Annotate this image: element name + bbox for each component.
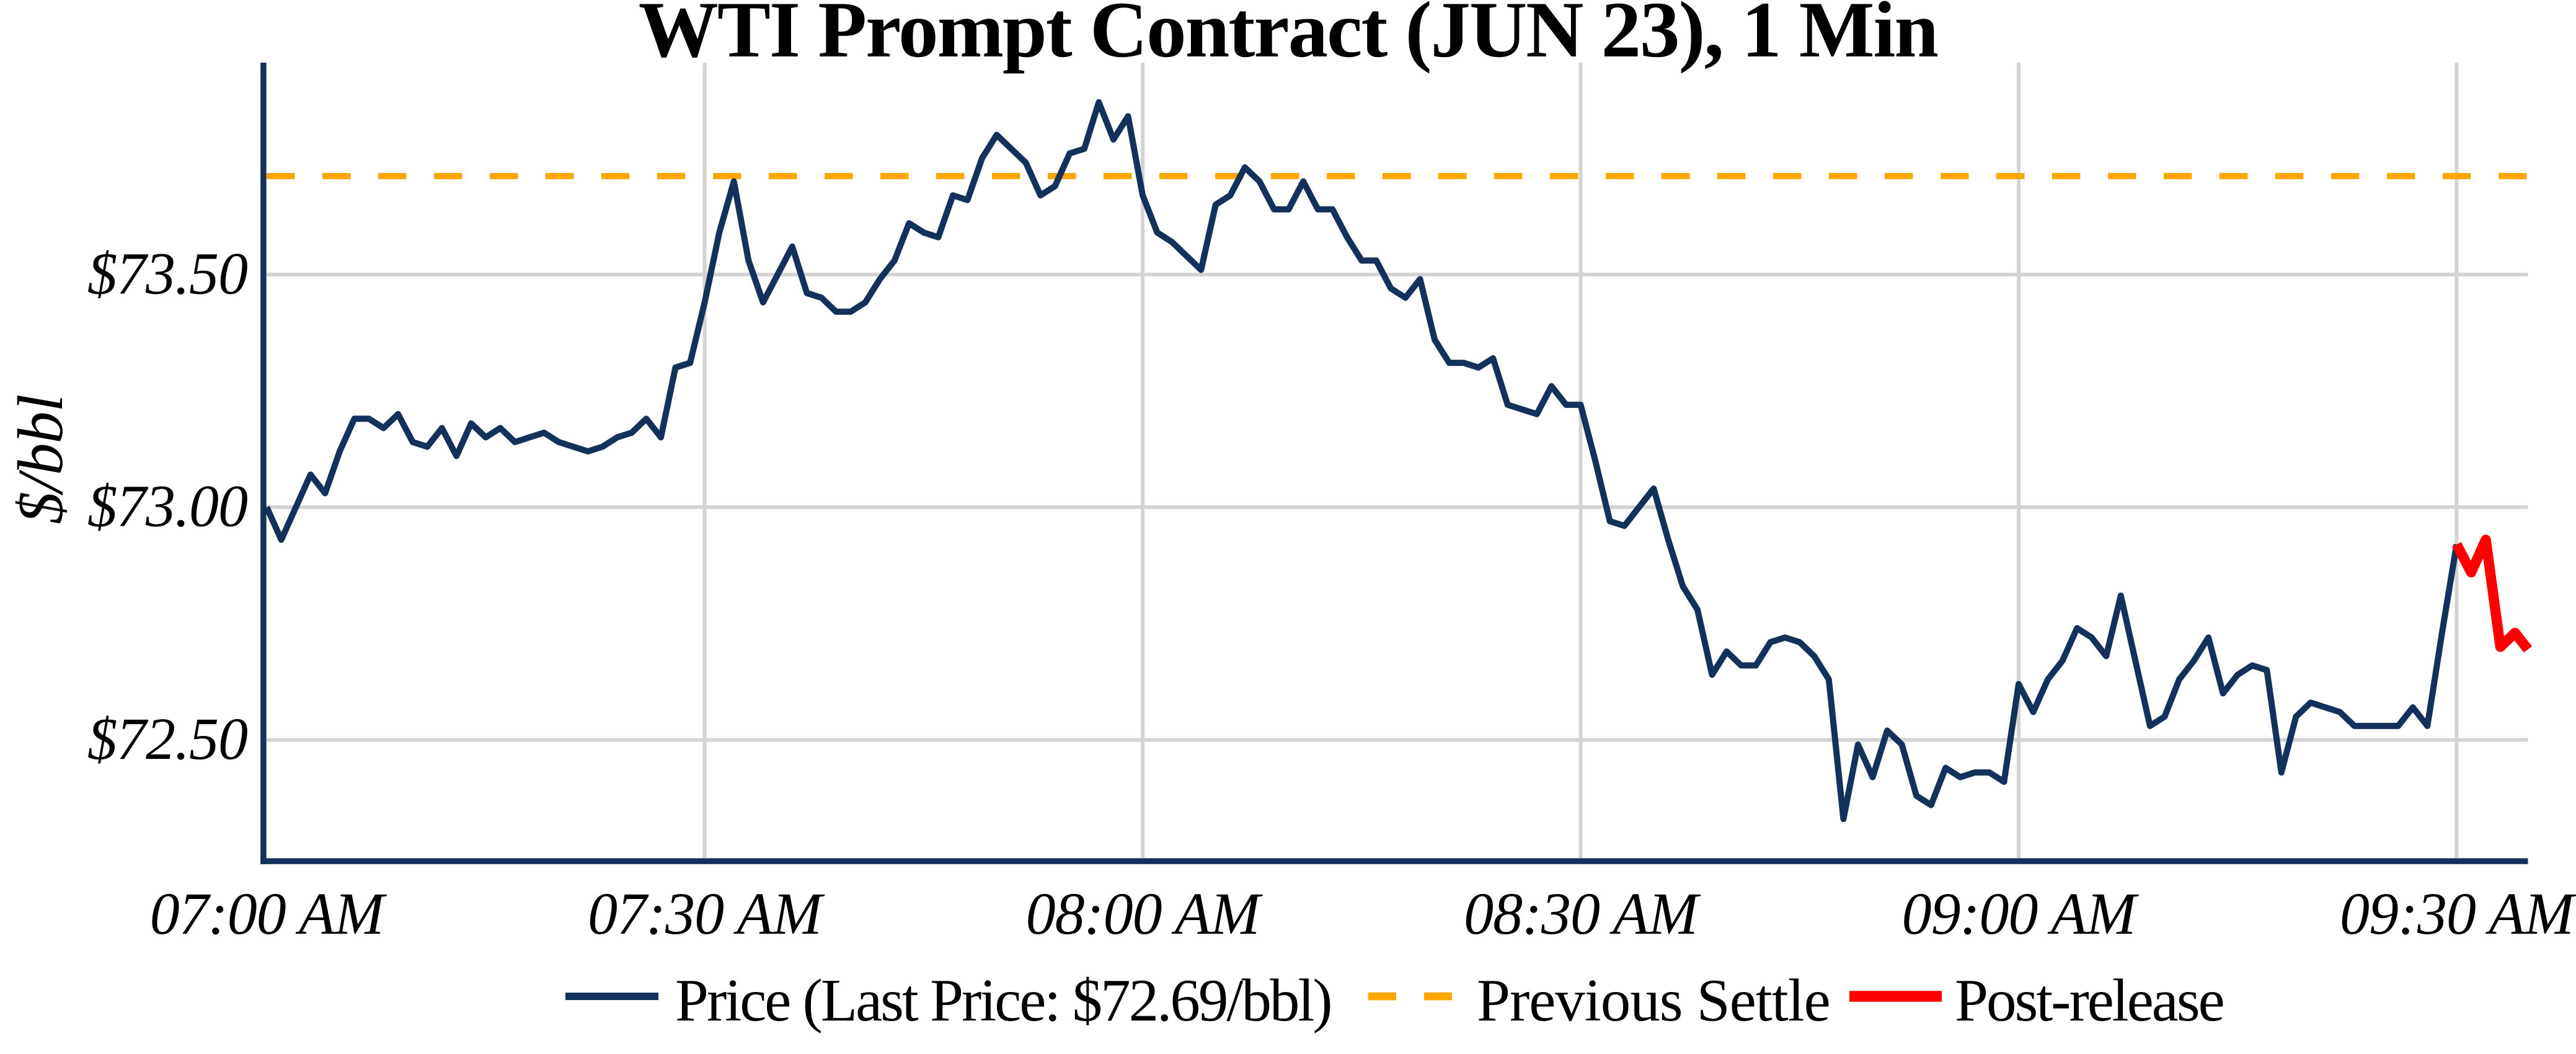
svg-text:08:30 AM: 08:30 AM — [1464, 880, 1701, 947]
svg-text:$73.50: $73.50 — [87, 240, 247, 306]
svg-text:$/bbl: $/bbl — [5, 395, 76, 525]
svg-text:08:00 AM: 08:00 AM — [1026, 880, 1264, 947]
svg-text:Price (Last Price: $72.69/bbl): Price (Last Price: $72.69/bbl) — [675, 967, 1331, 1034]
svg-text:09:30 AM: 09:30 AM — [2340, 880, 2576, 947]
svg-text:09:00 AM: 09:00 AM — [1902, 880, 2140, 947]
svg-text:07:00 AM: 07:00 AM — [150, 880, 387, 947]
svg-text:$73.00: $73.00 — [87, 473, 247, 539]
svg-text:WTI Prompt Contract (JUN 23),: WTI Prompt Contract (JUN 23), 1 Min — [639, 0, 1938, 74]
svg-text:$72.50: $72.50 — [87, 706, 247, 772]
svg-text:07:30 AM: 07:30 AM — [588, 880, 825, 947]
svg-text:Post-release: Post-release — [1955, 967, 2223, 1034]
svg-text:Previous Settle: Previous Settle — [1477, 967, 1830, 1034]
